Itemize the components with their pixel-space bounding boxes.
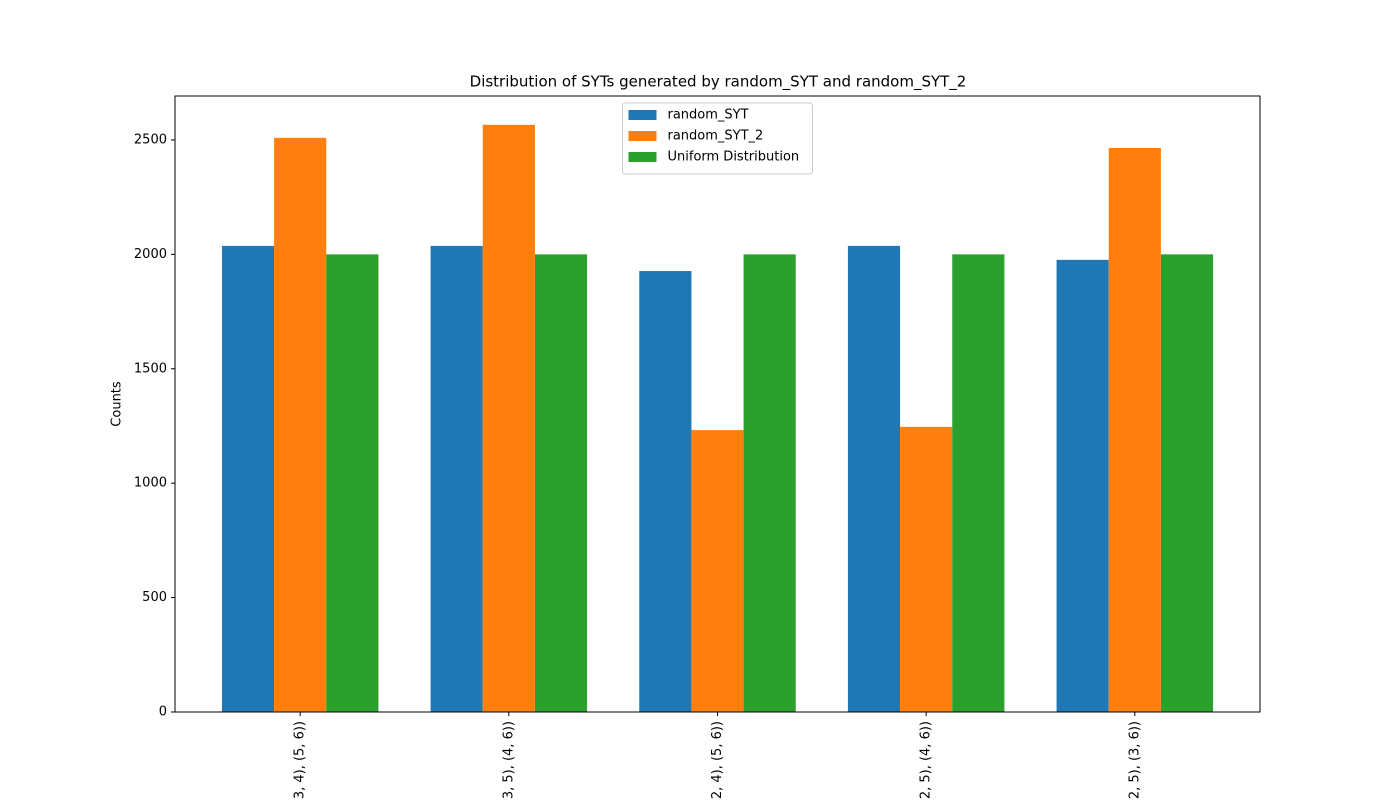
y-tick-label: 0 <box>159 705 167 720</box>
bar <box>1160 254 1214 712</box>
legend-label: random_SYT_2 <box>668 129 764 144</box>
bar <box>691 430 744 712</box>
legend-label: Uniform Distribution <box>668 150 800 165</box>
x-tick-label: 2, 5), (3, 6)) <box>1127 721 1142 799</box>
legend-label: random_SYT <box>668 108 749 123</box>
y-tick-label: 1500 <box>134 361 167 376</box>
bar <box>639 271 692 712</box>
x-tick-label: 2, 4), (5, 6)) <box>710 721 725 799</box>
bar <box>326 254 379 712</box>
bar <box>952 254 1005 712</box>
bar <box>1056 259 1109 712</box>
bar <box>1108 147 1161 712</box>
x-tick-label: 3, 4), (5, 6)) <box>293 721 308 799</box>
bar <box>534 254 588 712</box>
y-tick-label: 1000 <box>134 476 167 491</box>
bar <box>221 245 275 712</box>
bar <box>743 254 796 712</box>
x-tick-label: 2, 5), (4, 6)) <box>919 721 934 799</box>
bar <box>847 245 901 712</box>
chart-title: Distribution of SYTs generated by random… <box>470 73 967 92</box>
bar <box>274 137 327 712</box>
legend: random_SYT random_SYT_2 Uniform Distributi… <box>622 102 813 175</box>
y-tick-label: 500 <box>142 590 167 605</box>
bar <box>430 245 483 712</box>
y-tick-label: 2500 <box>134 132 167 147</box>
plot-frame <box>174 95 1261 713</box>
legend-swatch <box>628 152 657 162</box>
y-tick-label: 2000 <box>134 247 167 262</box>
y-axis-label: Counts <box>110 381 125 427</box>
legend-box <box>622 102 813 175</box>
legend-swatch <box>628 131 657 141</box>
legend-swatch <box>628 110 657 120</box>
x-tick-label: 3, 5), (4, 6)) <box>501 721 516 799</box>
bar <box>482 124 535 712</box>
bar <box>900 426 953 712</box>
